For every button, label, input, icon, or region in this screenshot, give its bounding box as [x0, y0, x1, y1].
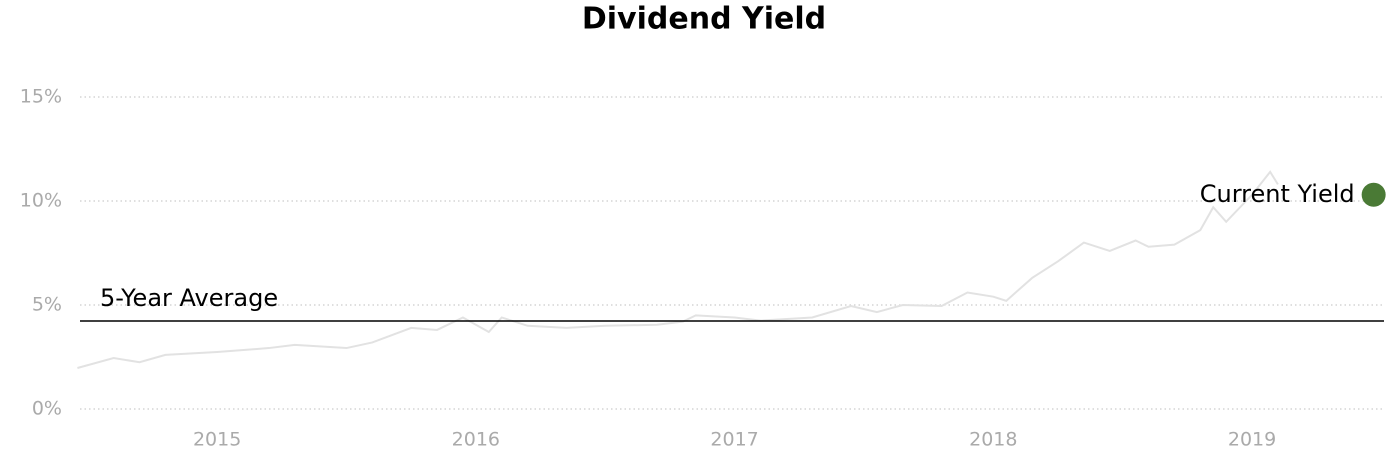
x-tick-label: 2019 [1228, 429, 1276, 451]
y-tick-label: 10% [20, 190, 62, 212]
y-tick-label: 5% [32, 294, 62, 316]
x-tick-label: 2015 [193, 429, 241, 451]
current-yield-dot [1361, 182, 1386, 207]
chart-title: Dividend Yield [582, 2, 826, 37]
x-tick-label: 2018 [969, 429, 1017, 451]
average-label: 5-Year Average [100, 284, 278, 312]
x-tick-label: 2016 [452, 429, 500, 451]
x-tick-label: 2017 [710, 429, 758, 451]
current-yield-label: Current Yield [1200, 180, 1355, 208]
y-tick-label: 15% [20, 86, 62, 108]
y-tick-label: 0% [32, 398, 62, 420]
